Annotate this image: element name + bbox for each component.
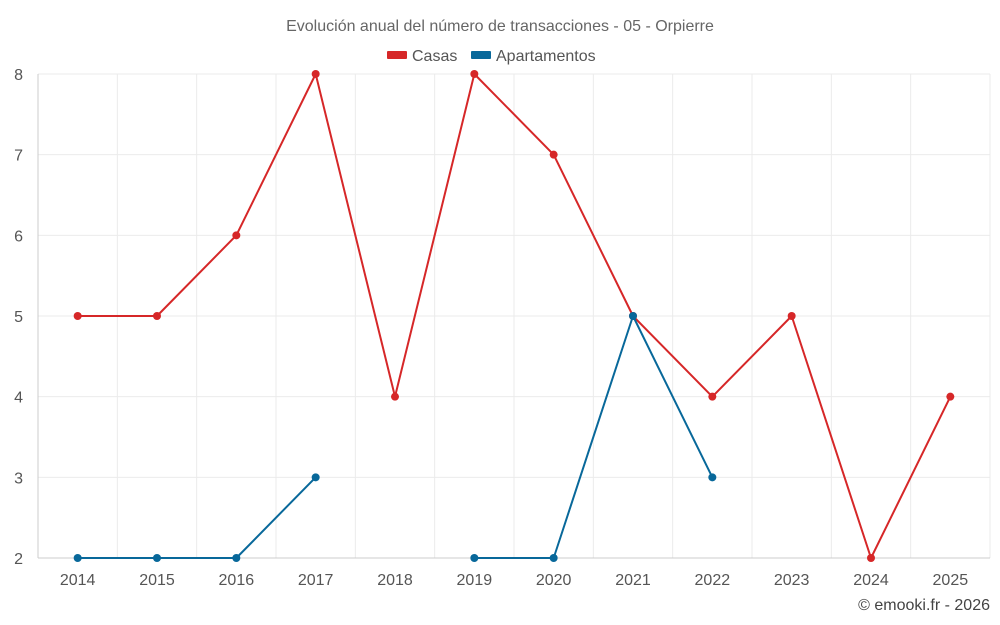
x-tick-label: 2017 — [298, 572, 334, 589]
x-tick-label: 2015 — [139, 572, 175, 589]
y-tick-label: 8 — [14, 67, 23, 84]
data-point-apartamentos[interactable] — [549, 554, 558, 562]
legend-item-apartamentos[interactable]: Apartamentos — [471, 48, 596, 65]
axes: 2 3 4 5 6 7 8 2014 2015 2016 2017 2018 2019 2020 2021 2… — [14, 67, 990, 589]
y-tick-label: 7 — [14, 148, 23, 165]
x-tick-label: 2022 — [695, 572, 731, 589]
y-tick-label: 3 — [14, 470, 23, 487]
series-casas — [73, 70, 955, 562]
data-point-casas[interactable] — [73, 312, 82, 320]
x-tick-label: 2023 — [774, 572, 810, 589]
legend-label-casas: Casas — [412, 48, 457, 65]
credit: © emooki.fr - 2026 — [858, 597, 990, 614]
data-point-apartamentos[interactable] — [311, 473, 320, 482]
data-point-casas[interactable] — [391, 392, 399, 401]
data-point-casas[interactable] — [867, 554, 875, 562]
x-tick-label: 2021 — [615, 572, 651, 589]
x-tick-label: 2018 — [377, 572, 413, 589]
data-point-casas[interactable] — [232, 231, 241, 240]
x-tick-label: 2014 — [60, 572, 96, 589]
data-point-apartamentos[interactable] — [232, 554, 241, 562]
x-tick-label: 2019 — [457, 572, 493, 589]
x-tick-label: 2024 — [853, 572, 889, 589]
chart-title: Evolución anual del número de transaccio… — [286, 18, 714, 35]
data-point-casas[interactable] — [708, 392, 717, 401]
data-point-casas[interactable] — [946, 392, 955, 401]
data-point-apartamentos[interactable] — [629, 312, 637, 320]
y-tick-label: 6 — [14, 228, 23, 245]
data-point-casas[interactable] — [311, 70, 320, 78]
x-tick-label: 2020 — [536, 572, 572, 589]
data-point-apartamentos[interactable] — [73, 554, 82, 562]
series-line-apartamentos — [474, 315, 714, 559]
x-tick-label: 2025 — [933, 572, 969, 589]
data-point-apartamentos[interactable] — [708, 473, 717, 482]
legend: Casas Apartamentos — [387, 48, 596, 65]
y-tick-label: 2 — [14, 551, 23, 568]
legend-item-casas[interactable]: Casas — [387, 48, 457, 65]
y-tick-label: 4 — [14, 390, 23, 407]
series-apartamentos — [73, 312, 717, 562]
data-point-apartamentos[interactable] — [153, 554, 161, 562]
data-point-casas[interactable] — [153, 312, 161, 320]
series-layer — [73, 70, 955, 562]
data-point-casas[interactable] — [549, 150, 558, 159]
series-line-apartamentos — [77, 476, 317, 559]
y-tick-label: 5 — [14, 309, 23, 326]
legend-swatch-casas — [387, 51, 407, 59]
legend-swatch-apartamentos — [471, 51, 491, 59]
data-point-apartamentos[interactable] — [470, 554, 479, 562]
data-point-casas[interactable] — [470, 70, 479, 78]
x-tick-label: 2016 — [219, 572, 255, 589]
data-point-casas[interactable] — [787, 312, 796, 320]
series-line-casas — [77, 73, 952, 559]
legend-label-apartamentos: Apartamentos — [496, 48, 596, 65]
